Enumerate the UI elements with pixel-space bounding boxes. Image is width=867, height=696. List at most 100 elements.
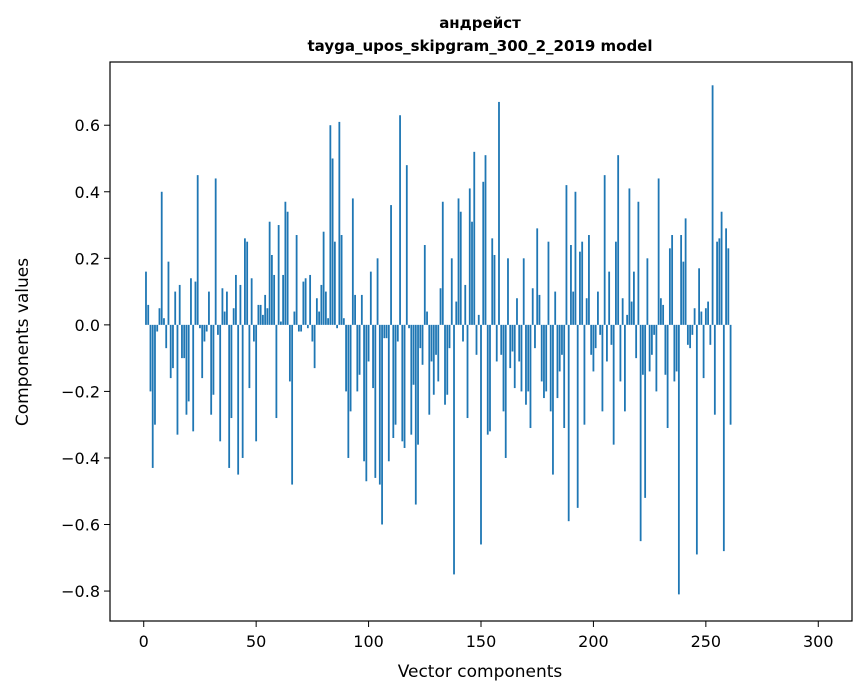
bar bbox=[250, 278, 253, 325]
bar bbox=[655, 324, 658, 392]
x-tick-label: 50 bbox=[246, 632, 266, 651]
bar bbox=[650, 324, 653, 355]
bar bbox=[599, 324, 602, 335]
bar bbox=[531, 288, 534, 325]
bar bbox=[635, 324, 638, 359]
bar bbox=[727, 248, 730, 325]
bar bbox=[192, 324, 195, 432]
bar bbox=[480, 324, 482, 545]
y-tick-label: 0.0 bbox=[75, 316, 100, 335]
bar bbox=[709, 324, 712, 345]
bar bbox=[671, 235, 674, 325]
bar bbox=[626, 314, 629, 325]
bar bbox=[448, 324, 451, 349]
bar bbox=[255, 324, 258, 442]
bar bbox=[235, 274, 237, 325]
bar bbox=[417, 324, 419, 445]
bar bbox=[484, 155, 487, 325]
bar bbox=[633, 271, 635, 325]
bar bbox=[511, 324, 514, 352]
bar bbox=[270, 254, 273, 325]
bar bbox=[169, 324, 172, 379]
bar bbox=[176, 324, 179, 435]
bar bbox=[244, 238, 246, 325]
bar bbox=[214, 178, 217, 325]
bar bbox=[410, 324, 413, 435]
bar bbox=[707, 301, 709, 325]
bar bbox=[219, 324, 222, 442]
bar bbox=[565, 185, 568, 325]
bar bbox=[574, 191, 577, 325]
bar bbox=[477, 314, 480, 325]
bar bbox=[147, 304, 150, 325]
bar bbox=[500, 324, 503, 355]
bar bbox=[603, 175, 606, 325]
bar bbox=[695, 324, 698, 555]
bar bbox=[210, 324, 213, 415]
bar bbox=[275, 324, 278, 419]
bar bbox=[641, 324, 644, 375]
bar bbox=[677, 324, 680, 595]
bar bbox=[507, 258, 509, 325]
chart-subtitle: tayga_upos_skipgram_300_2_2019 model bbox=[308, 37, 653, 55]
bar bbox=[356, 324, 359, 392]
bar bbox=[187, 324, 190, 402]
bar bbox=[277, 225, 280, 325]
bar bbox=[419, 324, 422, 349]
bar bbox=[324, 291, 327, 325]
bar bbox=[543, 324, 545, 399]
bar bbox=[273, 274, 276, 325]
bar bbox=[547, 241, 550, 325]
bar bbox=[399, 115, 401, 325]
bar bbox=[666, 324, 669, 429]
bar bbox=[534, 324, 536, 349]
bar bbox=[628, 188, 631, 325]
bar bbox=[545, 324, 548, 392]
x-tick-label: 200 bbox=[578, 632, 609, 651]
bar bbox=[659, 298, 662, 325]
bar bbox=[421, 324, 424, 365]
bar bbox=[223, 311, 226, 325]
bar bbox=[392, 324, 395, 438]
bar bbox=[340, 235, 343, 325]
bar bbox=[381, 324, 383, 525]
bar bbox=[579, 251, 581, 325]
bar bbox=[338, 121, 341, 325]
bar bbox=[637, 201, 640, 325]
bar bbox=[720, 211, 723, 325]
bar bbox=[617, 155, 620, 325]
bar bbox=[486, 324, 489, 435]
bar bbox=[208, 291, 210, 325]
bar bbox=[291, 324, 294, 485]
bar bbox=[396, 324, 399, 342]
bar bbox=[572, 291, 575, 325]
bar bbox=[304, 278, 307, 325]
bar bbox=[201, 324, 204, 379]
bar bbox=[320, 284, 323, 325]
bar bbox=[246, 241, 249, 325]
bar bbox=[423, 245, 426, 325]
bar bbox=[145, 271, 147, 325]
bar bbox=[556, 324, 559, 399]
bar bbox=[302, 281, 305, 325]
bar bbox=[318, 311, 321, 325]
bar bbox=[194, 281, 197, 325]
bar bbox=[516, 298, 518, 325]
bar bbox=[567, 324, 570, 522]
bar bbox=[493, 254, 496, 325]
y-tick-label: 0.6 bbox=[75, 116, 100, 135]
bar bbox=[426, 311, 428, 325]
bar bbox=[518, 324, 521, 362]
bar bbox=[684, 218, 687, 325]
bar bbox=[349, 324, 352, 412]
bar bbox=[403, 324, 406, 448]
bar bbox=[459, 211, 462, 325]
bar bbox=[457, 198, 460, 325]
bar bbox=[664, 324, 667, 375]
bar bbox=[624, 324, 626, 412]
bar bbox=[455, 301, 458, 325]
bar bbox=[581, 241, 584, 325]
bar bbox=[367, 324, 370, 362]
bar bbox=[295, 235, 298, 325]
